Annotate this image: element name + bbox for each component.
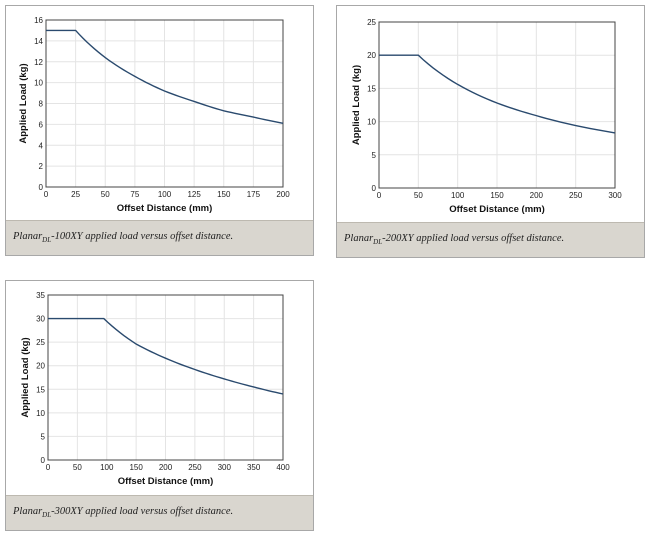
plot-frame — [45, 19, 284, 188]
x-tick-label: 25 — [71, 190, 80, 199]
y-tick-label: 8 — [39, 100, 44, 109]
x-tick-label: 150 — [490, 191, 504, 200]
y-tick-label: 30 — [36, 315, 45, 324]
chart-300xy: 0 50 100 150 200 250 300 350 400 0 5 10 15 20 25 30 35 Of… — [20, 291, 290, 487]
chart-panel-300xy: 0 50 100 150 200 250 300 350 400 0 5 10 15 20 25 30 35 Of… — [5, 280, 314, 531]
x-tick-label: 0 — [44, 190, 49, 199]
y-tick-label: 10 — [367, 118, 376, 127]
x-tick-label: 125 — [187, 190, 201, 199]
y-tick-label: 10 — [34, 79, 43, 88]
y-tick-label: 25 — [36, 338, 45, 347]
y-tick-label: 14 — [34, 37, 43, 46]
y-axis-title: Applied Load (kg) — [351, 65, 362, 145]
y-tick-label: 10 — [36, 409, 45, 418]
x-axis-title: Offset Distance (mm) — [117, 203, 213, 214]
chart-200xy: 0 50 100 150 200 250 300 0 5 10 15 20 25 Offset Dista… — [351, 18, 622, 215]
y-tick-label: 20 — [367, 51, 376, 60]
y-tick-label: 5 — [372, 151, 377, 160]
x-tick-label: 300 — [218, 463, 232, 472]
x-tick-label: 50 — [101, 190, 110, 199]
x-tick-label: 350 — [247, 463, 261, 472]
x-tick-label: 100 — [100, 463, 114, 472]
load-curve — [379, 54, 616, 134]
y-tick-label: 0 — [39, 183, 44, 192]
y-tick-label: 25 — [367, 18, 376, 27]
x-tick-label: 75 — [130, 190, 139, 199]
y-axis-title: Applied Load (kg) — [18, 63, 29, 143]
y-tick-label: 6 — [39, 120, 44, 129]
y-tick-label: 0 — [41, 456, 46, 465]
y-tick-label: 0 — [372, 184, 377, 193]
y-tick-label: 12 — [34, 58, 43, 67]
y-axis-title: Applied Load (kg) — [20, 337, 31, 417]
y-tick-label: 2 — [39, 162, 44, 171]
x-tick-label: 200 — [530, 191, 544, 200]
x-tick-label: 100 — [451, 191, 465, 200]
y-tick-label: 35 — [36, 291, 45, 300]
x-tick-label: 50 — [73, 463, 82, 472]
y-tick-label: 15 — [367, 84, 376, 93]
x-tick-label: 100 — [158, 190, 172, 199]
x-tick-label: 0 — [377, 191, 382, 200]
x-tick-label: 150 — [129, 463, 143, 472]
x-tick-label: 50 — [414, 191, 423, 200]
x-tick-label: 400 — [276, 463, 290, 472]
plot-frame — [47, 294, 284, 461]
caption-300xy: PlanarDL-300XY applied load versus offse… — [6, 495, 313, 530]
x-tick-label: 200 — [276, 190, 290, 199]
plot-frame — [378, 21, 616, 189]
x-tick-label: 250 — [188, 463, 202, 472]
x-axis-title: Offset Distance (mm) — [118, 476, 214, 487]
x-tick-label: 200 — [159, 463, 173, 472]
y-tick-label: 20 — [36, 362, 45, 371]
chart-panel-200xy: 0 50 100 150 200 250 300 0 5 10 15 20 25 Offset Dista… — [336, 5, 645, 258]
y-tick-label: 16 — [34, 16, 43, 25]
x-tick-label: 300 — [608, 191, 622, 200]
x-axis-title: Offset Distance (mm) — [449, 204, 545, 215]
caption-200xy: PlanarDL-200XY applied load versus offse… — [337, 222, 644, 257]
load-curve — [46, 29, 284, 125]
y-tick-label: 4 — [39, 141, 44, 150]
x-tick-label: 250 — [569, 191, 583, 200]
chart-100xy: 0 25 50 75 100 125 150 175 200 0 2 4 6 8 10 12 14 16 Offse… — [18, 16, 290, 214]
y-tick-label: 5 — [41, 432, 46, 441]
caption-100xy: PlanarDL-100XY applied load versus offse… — [6, 220, 313, 255]
x-tick-label: 150 — [217, 190, 231, 199]
load-curve — [48, 317, 284, 395]
y-tick-label: 15 — [36, 385, 45, 394]
x-tick-label: 175 — [247, 190, 261, 199]
chart-panel-100xy: 0 25 50 75 100 125 150 175 200 0 2 4 6 8 10 12 14 16 Offse… — [5, 5, 314, 256]
x-tick-label: 0 — [46, 463, 51, 472]
